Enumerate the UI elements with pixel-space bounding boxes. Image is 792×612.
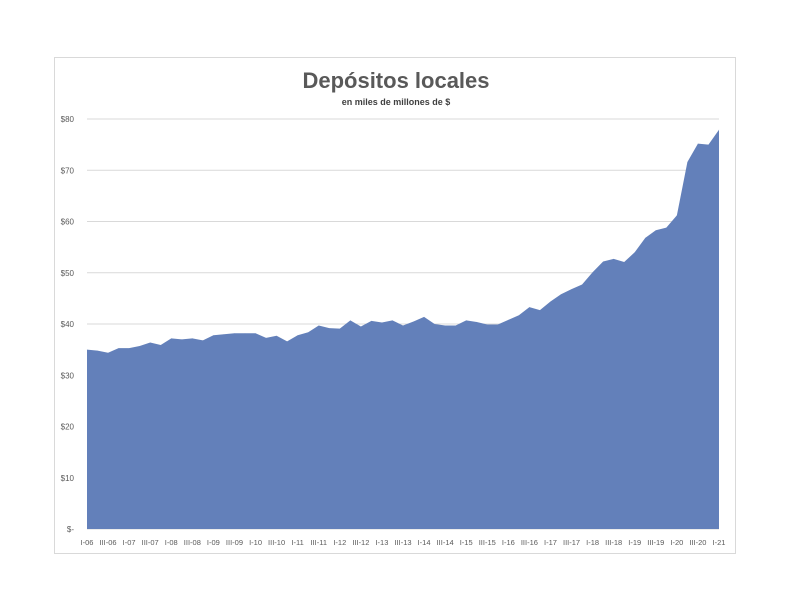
- x-tick-label: I-13: [375, 538, 388, 547]
- y-tick-label: $-: [67, 525, 74, 534]
- x-tick-label: III-16: [521, 538, 538, 547]
- y-tick-label: $60: [61, 218, 75, 227]
- x-tick-label: I-12: [333, 538, 346, 547]
- x-tick-label: I-16: [502, 538, 515, 547]
- x-tick-label: I-17: [544, 538, 557, 547]
- x-tick-label: III-12: [352, 538, 369, 547]
- x-tick-label: III-09: [226, 538, 243, 547]
- x-tick-label: I-19: [628, 538, 641, 547]
- x-tick-label: I-06: [81, 538, 94, 547]
- x-tick-label: III-14: [437, 538, 454, 547]
- y-axis-ticks: $- $10 $20 $30 $40 $50 $60 $70 $80: [61, 115, 75, 534]
- x-tick-label: III-15: [479, 538, 496, 547]
- y-tick-label: $20: [61, 423, 75, 432]
- x-tick-label: I-10: [249, 538, 262, 547]
- area-series: [86, 129, 720, 529]
- x-tick-label: I-21: [713, 538, 726, 547]
- y-tick-label: $70: [61, 166, 75, 175]
- y-tick-label: $40: [61, 320, 75, 329]
- x-tick-label: I-15: [460, 538, 473, 547]
- x-tick-label: III-20: [689, 538, 706, 547]
- x-tick-label: III-17: [563, 538, 580, 547]
- x-tick-label: III-19: [647, 538, 664, 547]
- y-tick-label: $80: [61, 115, 75, 124]
- x-tick-label: III-10: [268, 538, 285, 547]
- y-tick-label: $30: [61, 371, 75, 380]
- x-tick-label: I-14: [418, 538, 431, 547]
- x-tick-label: III-18: [605, 538, 622, 547]
- x-tick-label: I-11: [291, 538, 303, 547]
- x-tick-label: I-20: [670, 538, 683, 547]
- x-tick-label: III-08: [184, 538, 201, 547]
- y-tick-label: $10: [61, 474, 75, 483]
- y-tick-label: $50: [61, 269, 75, 278]
- chart-subtitle: en miles de millones de $: [341, 97, 451, 107]
- x-tick-label: III-06: [100, 538, 117, 547]
- area-fill: [87, 129, 719, 529]
- x-tick-label: I-08: [165, 538, 178, 547]
- x-axis-ticks: I-06 III-06 I-07 III-07 I-08 III-08 I-09 III-09…: [81, 538, 726, 547]
- x-tick-label: III-11: [310, 538, 327, 547]
- x-tick-label: III-07: [142, 538, 159, 547]
- x-tick-label: I-18: [586, 538, 599, 547]
- x-tick-label: I-09: [207, 538, 220, 547]
- x-tick-label: I-07: [123, 538, 136, 547]
- x-tick-label: III-13: [394, 538, 411, 547]
- chart-title: Depósitos locales: [302, 68, 490, 93]
